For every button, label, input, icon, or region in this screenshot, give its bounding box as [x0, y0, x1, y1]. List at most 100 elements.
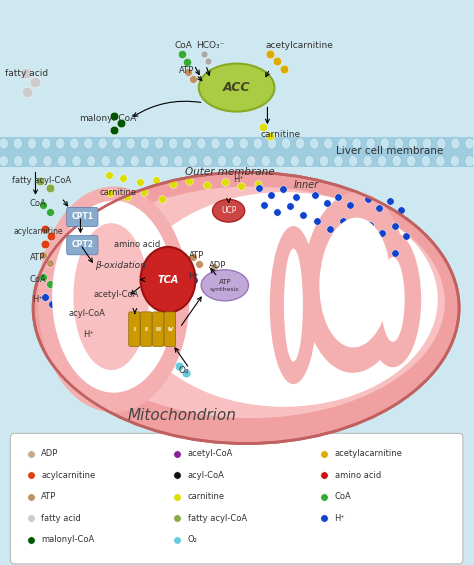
- Text: fatty acid: fatty acid: [41, 514, 81, 523]
- Point: [48, 299, 56, 308]
- Point: [41, 292, 49, 301]
- Point: [204, 56, 212, 66]
- Point: [280, 64, 288, 73]
- Circle shape: [0, 138, 9, 149]
- Text: acylcarnitine: acylcarnitine: [13, 227, 63, 236]
- Circle shape: [319, 155, 328, 167]
- Point: [24, 87, 31, 96]
- Ellipse shape: [284, 249, 303, 362]
- Point: [299, 210, 307, 219]
- Ellipse shape: [201, 270, 248, 301]
- Text: H⁺: H⁺: [335, 514, 346, 523]
- Point: [392, 221, 399, 231]
- Text: CoA: CoA: [335, 492, 351, 501]
- Circle shape: [72, 155, 81, 167]
- Circle shape: [130, 155, 139, 167]
- Text: malonyl-CoA: malonyl-CoA: [80, 114, 137, 123]
- Point: [286, 202, 293, 211]
- Circle shape: [465, 155, 474, 167]
- Text: acyl-CoA: acyl-CoA: [69, 309, 106, 318]
- Circle shape: [334, 155, 343, 167]
- Point: [273, 207, 281, 216]
- Circle shape: [275, 155, 285, 167]
- Circle shape: [101, 155, 110, 167]
- Ellipse shape: [199, 64, 274, 112]
- Text: acetyl-CoA: acetyl-CoA: [188, 449, 233, 458]
- Point: [106, 189, 114, 198]
- Ellipse shape: [130, 192, 438, 407]
- Circle shape: [281, 138, 291, 149]
- Ellipse shape: [319, 218, 391, 347]
- Point: [320, 492, 328, 501]
- FancyBboxPatch shape: [67, 207, 98, 227]
- Text: malonyl-CoA: malonyl-CoA: [41, 535, 94, 544]
- Point: [267, 190, 274, 199]
- Point: [110, 111, 118, 120]
- Point: [41, 224, 49, 233]
- Text: Outer membrane: Outer membrane: [184, 167, 274, 177]
- Circle shape: [253, 138, 263, 149]
- Text: synthesis: synthesis: [210, 288, 240, 292]
- Point: [173, 492, 181, 501]
- Text: fatty acyl-CoA: fatty acyl-CoA: [12, 176, 71, 185]
- Point: [123, 192, 131, 201]
- Circle shape: [14, 155, 23, 167]
- Point: [183, 58, 191, 67]
- Circle shape: [305, 155, 314, 167]
- Point: [266, 131, 273, 140]
- Circle shape: [380, 138, 390, 149]
- Circle shape: [225, 138, 234, 149]
- Point: [158, 194, 165, 203]
- Text: H⁺: H⁺: [233, 175, 244, 184]
- Text: Mitochondrion: Mitochondrion: [128, 408, 237, 423]
- Text: CPT1: CPT1: [72, 212, 93, 221]
- Point: [203, 181, 211, 190]
- Circle shape: [348, 155, 358, 167]
- Circle shape: [436, 155, 445, 167]
- Point: [152, 175, 160, 184]
- Text: H⁺: H⁺: [188, 272, 199, 281]
- Text: ADP: ADP: [209, 261, 227, 270]
- Point: [119, 288, 127, 297]
- Point: [141, 241, 148, 250]
- Ellipse shape: [270, 226, 317, 384]
- Circle shape: [437, 138, 446, 149]
- Circle shape: [295, 138, 305, 149]
- Point: [46, 183, 54, 192]
- Text: O₂: O₂: [179, 366, 190, 375]
- Point: [375, 203, 383, 212]
- Text: CoA: CoA: [30, 199, 46, 208]
- Point: [85, 306, 93, 315]
- Circle shape: [28, 155, 37, 167]
- Text: IV: IV: [167, 327, 173, 332]
- Circle shape: [159, 155, 169, 167]
- Circle shape: [0, 155, 9, 167]
- FancyBboxPatch shape: [164, 312, 175, 346]
- FancyBboxPatch shape: [10, 433, 463, 564]
- Ellipse shape: [365, 232, 421, 367]
- Text: carnitine: carnitine: [260, 130, 301, 139]
- Circle shape: [310, 138, 319, 149]
- Ellipse shape: [38, 186, 189, 412]
- Circle shape: [173, 155, 183, 167]
- Point: [169, 179, 176, 188]
- Text: Inner: Inner: [293, 180, 319, 190]
- Text: carnitine: carnitine: [188, 492, 225, 501]
- Point: [117, 119, 125, 128]
- Point: [173, 449, 181, 458]
- Ellipse shape: [212, 199, 245, 222]
- Point: [173, 514, 181, 523]
- Circle shape: [422, 138, 432, 149]
- Point: [387, 196, 394, 205]
- Circle shape: [218, 155, 227, 167]
- Circle shape: [338, 138, 347, 149]
- Circle shape: [203, 155, 212, 167]
- Text: ATP: ATP: [30, 253, 45, 262]
- Circle shape: [188, 155, 198, 167]
- Point: [320, 514, 328, 523]
- Point: [46, 207, 54, 216]
- Text: carnitine: carnitine: [100, 188, 137, 197]
- Text: amino acid: amino acid: [114, 240, 160, 249]
- Text: HCO₃⁻: HCO₃⁻: [196, 41, 225, 50]
- FancyBboxPatch shape: [153, 312, 164, 346]
